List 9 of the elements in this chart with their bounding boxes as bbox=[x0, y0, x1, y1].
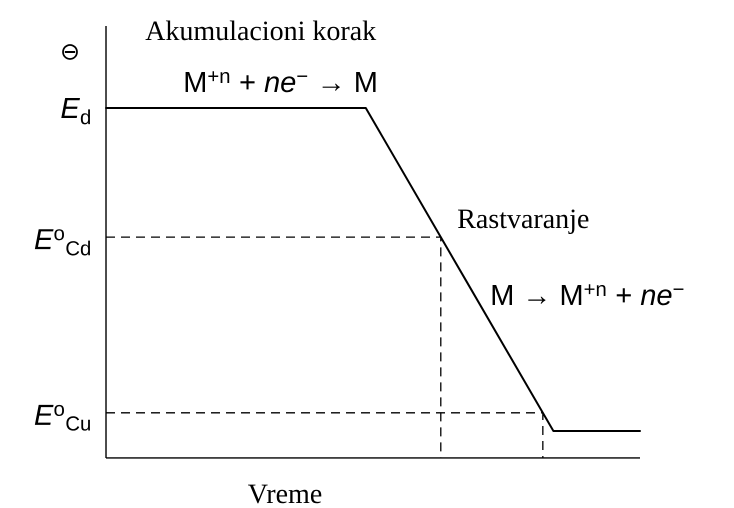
ref-line-label: E$^{o}$Cu bbox=[34, 404, 90, 431]
y-axis-title: ⊖ bbox=[62, 44, 78, 60]
x-axis-title: Vreme bbox=[248, 484, 322, 504]
annotation: Rastvaranje bbox=[458, 209, 588, 234]
ref-line-label: E$^{o}$Cd bbox=[34, 229, 90, 256]
annotation: M → M$^{+n}$ + ne$^{−}$ bbox=[492, 284, 684, 306]
text: M$^{+n}$ + ne$^{−}$ → M bbox=[186, 71, 376, 92]
text: E$_{d}$ bbox=[61, 98, 90, 124]
text: Akumulacioni korak bbox=[145, 20, 376, 40]
